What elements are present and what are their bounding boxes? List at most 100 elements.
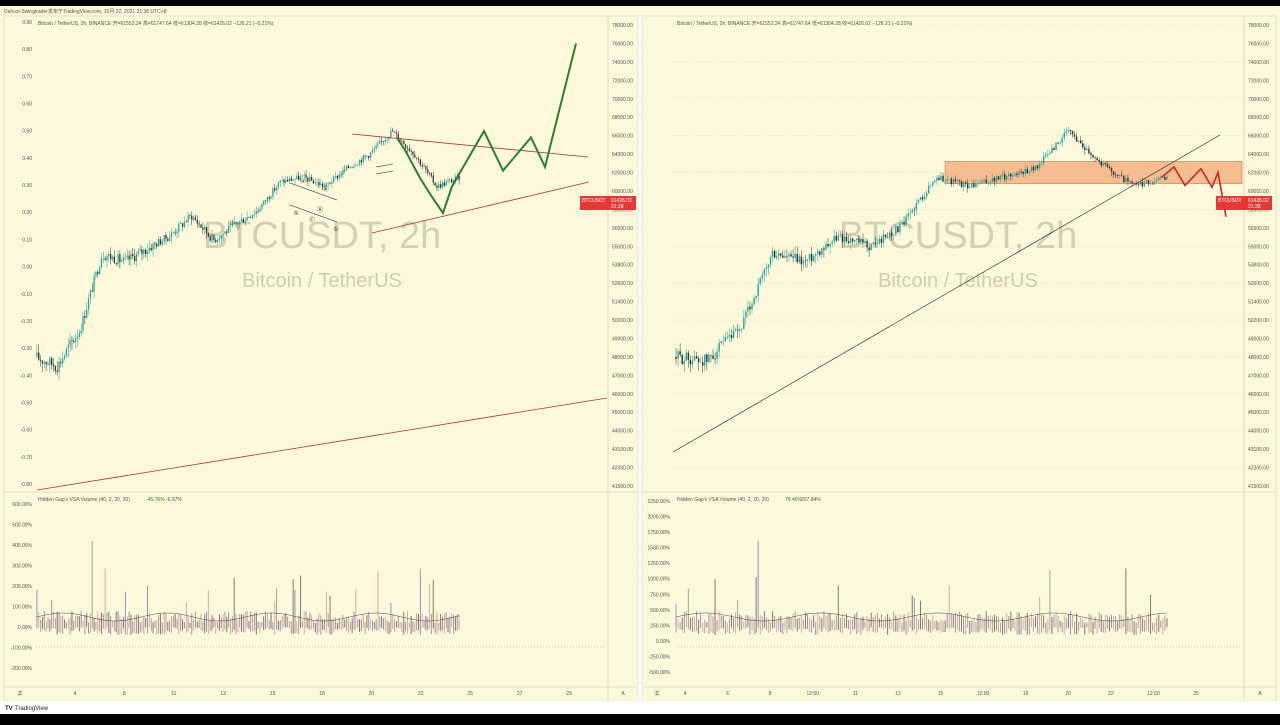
candle-body [878,238,881,244]
price-tick-label: 52600.00 [612,281,633,287]
candle-body [93,276,95,292]
left-chart-panel[interactable]: Bitcoin / TetherUS, 2h, BINANCE 开=61552.… [3,15,639,702]
indicator-tick-label: -200.00% [11,666,33,672]
volume-bar [207,590,209,635]
volume-bar [772,611,774,629]
volume-bar [1086,622,1088,628]
candle-body [414,154,416,158]
candle-body [334,175,337,177]
volume-bar [362,613,364,628]
candle-body [835,235,837,241]
volume-bar [924,612,926,630]
volume-bar [833,619,835,631]
price-tick-label: 56500.00 [612,226,633,232]
flag-line [375,163,394,168]
volume-bar [231,616,233,633]
volume-bar [718,611,720,631]
right-indicator-value-2: 207.84% [801,497,821,503]
candle-body [78,333,80,337]
volume-bar [956,613,958,631]
volume-bar [453,614,455,634]
candle-body [314,182,316,184]
time-tick-label: 29 [566,691,572,697]
ratio-tick-label: -0.70 [21,455,33,461]
volume-bar [301,621,303,628]
candle-body [817,251,819,254]
candle-body [769,257,772,265]
volume-bar [76,615,78,628]
candle-body [253,213,256,216]
volume-bar [252,614,254,632]
right-chart-panel[interactable]: Bitcoin / TetherUS, 2h, BINANCE 开=61552.… [641,15,1277,702]
volume-bar [150,618,152,632]
candle-body [1053,148,1055,150]
volume-bar [1111,614,1113,628]
right-price-axis[interactable]: 78000.00 76000.00 74000.00 72000.00 70000.00… [1248,23,1269,490]
volume-bar [1030,613,1032,628]
price-tick-label: 60000.00 [612,189,633,195]
left-auto-scale-button[interactable] [17,690,23,696]
ascending-trend-line [672,134,1221,453]
volume-bar [438,622,440,631]
volume-bar [163,611,165,635]
volume-bar [318,613,320,632]
volume-bar [38,612,40,628]
volume-bar [381,616,383,628]
left-watermark-symbol: BTCUSDT, 2h [203,215,442,257]
volume-bar [696,611,698,631]
volume-bar [425,615,427,631]
candle-body [798,256,800,263]
volume-bar [950,613,952,628]
candle-body [915,203,918,210]
candle-body [445,181,447,186]
right-auto-scale-button[interactable] [654,690,660,696]
volume-bar [51,600,53,629]
volume-bar [1162,618,1164,635]
volume-bar [423,621,425,628]
volume-bar [1053,614,1055,628]
volume-bar [261,622,263,628]
right-time-axis[interactable]: 4 6 8 12:00 11 13 15 12:00 18 20 22 12:00 25 [684,691,1199,697]
left-time-axis[interactable]: 4 8 11 13 15 18 20 22 25 27 29 [74,691,572,697]
volume-bar [922,617,924,630]
volume-bar [154,620,156,628]
volume-bar [694,616,696,632]
snapshot-credit: Dahuzi-Swingtrader发布于TradingView.com, 10… [4,8,167,15]
candle-body [349,167,351,169]
volume-bar [64,619,66,629]
price-tick-label: 51400.00 [1248,300,1269,306]
candle-body [749,306,751,310]
candle-body [1071,131,1074,135]
left-price-axis[interactable]: 78000.00 76000.00 74000.00 72000.00 70000.00… [612,23,633,490]
volume-bar [71,611,73,631]
candle-body [1153,181,1156,184]
volume-bar [757,541,759,628]
volume-bar [159,613,161,635]
candle-body [763,269,766,275]
volume-bar [942,621,944,633]
candle-body [944,181,946,182]
volume-bar [229,617,231,635]
volume-bar [735,611,737,634]
candle-body [152,243,154,251]
volume-bar [88,622,90,634]
volume-bar [121,619,123,634]
candle-body [121,260,123,262]
indicator-tick-label: 400.00% [12,543,32,549]
candle-body [194,217,197,221]
candle-body [695,356,698,359]
candle-body [117,254,119,265]
candle-body [161,241,163,245]
volume-bar [800,615,802,633]
volume-bar [1069,611,1071,635]
candle-body [720,341,722,343]
candle-body [1014,173,1016,176]
candle-body [172,232,174,234]
volume-bar [704,619,706,634]
volume-bar [392,614,394,629]
volume-bar [300,575,302,629]
volume-bar [346,617,348,631]
indicator-tick-label: 0.00% [18,625,33,631]
time-tick-label: 6 [726,691,729,697]
candle-body [224,231,226,234]
